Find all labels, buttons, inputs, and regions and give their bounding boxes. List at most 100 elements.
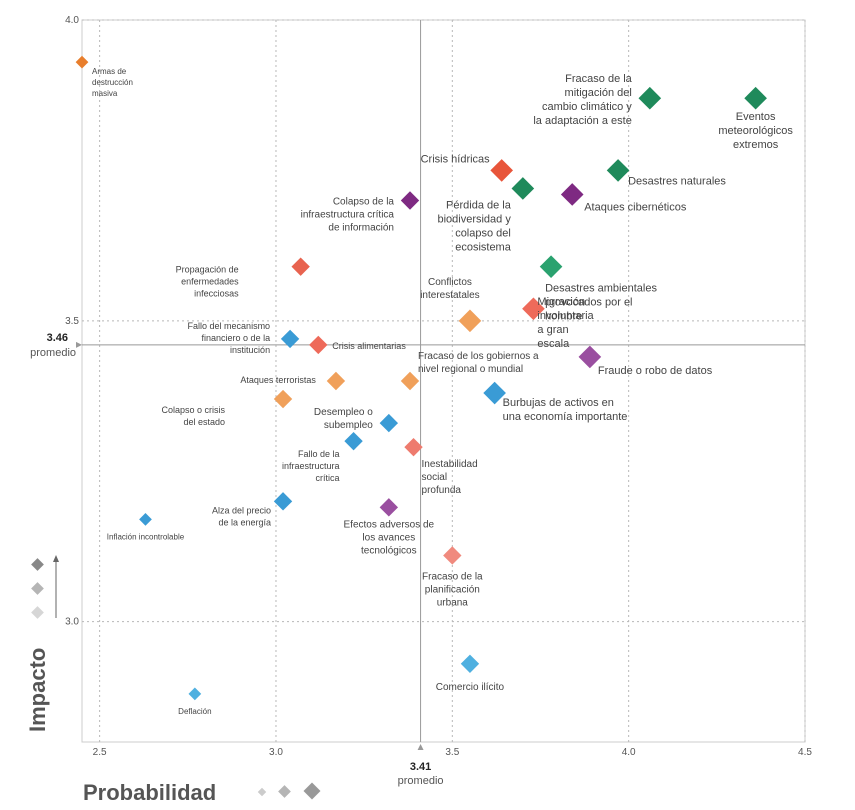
data-point — [379, 498, 399, 517]
point-label-line: Crisis hídricas — [421, 153, 491, 165]
data-point — [560, 183, 584, 206]
point-label-line: social — [422, 472, 448, 483]
point-label: Alza del precio de la energía — [212, 505, 271, 527]
point-label: Eventos meteorológicos extremos — [718, 111, 793, 151]
point-label: Pérdida de la biodiversidad y colapso del e… — [437, 199, 511, 253]
data-point — [483, 381, 506, 405]
point-label-line: infecciosas — [194, 289, 239, 299]
y-average-value: 3.46 — [47, 332, 68, 344]
point-label: Crisis hídricas — [421, 153, 491, 165]
y-tick-label: 4.0 — [65, 15, 79, 26]
data-point — [522, 297, 545, 321]
data-point — [344, 431, 363, 451]
data-point — [638, 86, 662, 110]
data-point — [326, 371, 346, 391]
x-tick-label: 4.0 — [622, 747, 636, 758]
impact-legend-arrow-head — [53, 555, 59, 562]
point-label-line: Burbujas de activos en — [503, 397, 614, 409]
point-label-line: provocados por el — [545, 297, 632, 309]
point-label-line: Colapso de la — [333, 197, 395, 208]
point-label-line: extremos — [733, 139, 779, 151]
data-point — [400, 371, 420, 391]
point-label-line: crítica — [316, 473, 340, 483]
data-point — [443, 546, 462, 565]
point-label-line: planificación — [425, 584, 480, 595]
point-label: Fallo de la infraestructura crítica — [282, 449, 340, 483]
point-label-line: Fracaso de los gobiernos a — [418, 351, 539, 362]
point-label-line: Deflación — [178, 707, 211, 716]
point-label-line: colapso del — [455, 227, 511, 239]
x-tick-label: 3.0 — [269, 747, 283, 758]
point-label: Desempleo o subempleo — [314, 407, 373, 431]
point-label-line: Desempleo o — [314, 407, 373, 418]
point-label-line: Inestabilidad — [422, 459, 478, 470]
point-label: Burbujas de activos en una economía impor… — [503, 397, 628, 423]
point-label-line: Eventos — [736, 111, 776, 123]
data-point — [280, 329, 300, 349]
point-label: Propagación de enfermedades infecciosas — [176, 265, 240, 299]
point-label-line: involuntaria — [537, 310, 594, 322]
probability-legend-diamond-small — [257, 787, 267, 797]
data-point — [539, 255, 563, 278]
point-label-line: biodiversidad y — [437, 213, 511, 225]
x-tick-label: 4.5 — [798, 747, 812, 758]
point-label: Fracaso de la mitigación del cambio climát… — [533, 73, 632, 127]
point-label-line: Ataques cibernéticos — [584, 201, 687, 213]
data-point — [188, 687, 202, 701]
point-label-line: meteorológicos — [718, 125, 793, 137]
point-label-line: masiva — [92, 89, 118, 98]
point-label-line: subempleo — [324, 420, 373, 431]
point-label: Migración involuntaria a gran escala — [537, 296, 594, 350]
point-label-line: Desastres ambientales — [545, 283, 657, 295]
point-label-line: ecosistema — [455, 241, 512, 253]
point-label-line: enfermedades — [181, 277, 239, 287]
point-label: Fallo del mecanismo financiero o de la ins… — [188, 321, 271, 355]
point-label-line: de información — [328, 223, 394, 234]
data-point — [744, 86, 767, 110]
data-point — [511, 177, 535, 200]
point-label: Efectos adversos de los avances tecnológic… — [344, 519, 435, 556]
data-point — [460, 654, 480, 673]
point-label-line: tecnológicos — [361, 545, 417, 556]
point-label-line: Pérdida de la — [446, 199, 512, 211]
impact-legend-diamond-mid — [31, 582, 44, 595]
point-label-line: Crisis alimentarias — [332, 341, 406, 351]
probability-legend-diamond-large — [303, 782, 321, 800]
point-label: Armas de destrucción masiva — [92, 67, 133, 98]
point-label-line: destrucción — [92, 78, 133, 87]
data-point — [404, 437, 423, 457]
point-label: Colapso de la infraestructura crítica de i… — [301, 197, 395, 234]
plot-frame — [81, 19, 806, 743]
y-average-marker — [76, 341, 82, 348]
data-point — [139, 513, 152, 526]
data-point — [578, 345, 602, 369]
point-label-line: Comercio ilícito — [436, 682, 505, 693]
point-label-line: Migración — [537, 296, 585, 308]
point-label-line: financiero o de la — [202, 333, 271, 343]
point-label: Comercio ilícito — [436, 682, 505, 693]
data-point — [273, 389, 293, 409]
x-ticks: 2.5 3.0 3.5 4.0 4.5 — [93, 747, 813, 758]
point-labels: Armas de destrucción masiva Fracaso de la mi… — [92, 67, 793, 716]
point-label-line: Fallo del mecanismo — [188, 321, 271, 331]
y-ticks: 3.0 3.5 4.0 — [65, 15, 79, 628]
data-point — [75, 55, 89, 69]
point-label: Fracaso de los gobiernos a nivel regional… — [418, 351, 539, 375]
probability-legend-diamond-medium — [278, 785, 291, 798]
point-label-line: infraestructura — [282, 461, 340, 471]
point-label-line: una economía importante — [503, 411, 628, 423]
y-tick-label: 3.5 — [65, 316, 79, 327]
data-point — [309, 335, 328, 355]
point-label-line: urbana — [437, 597, 469, 608]
point-label: Desastres ambientales provocados por el ho… — [545, 283, 657, 323]
data-point — [490, 159, 514, 182]
point-label-line: escala — [537, 338, 570, 350]
grid — [82, 19, 806, 742]
x-tick-label: 2.5 — [93, 747, 107, 758]
impact-legend — [31, 555, 59, 619]
point-label-line: Ataques terroristas — [240, 375, 316, 385]
point-label-line: Fracaso de la — [565, 73, 633, 85]
x-average-value: 3.41 — [410, 761, 431, 773]
point-label-line: Efectos adversos de — [344, 519, 435, 530]
